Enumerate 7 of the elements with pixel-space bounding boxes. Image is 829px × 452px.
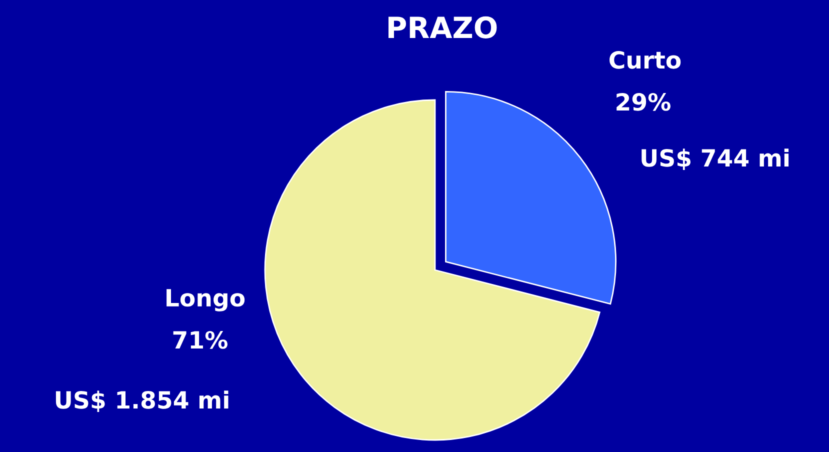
slice-label: Curto — [610, 50, 681, 69]
chart-title: PRAZO — [388, 16, 497, 38]
text: US$ 1.854 mi — [56, 390, 228, 412]
text: US$ 744 mi — [642, 148, 789, 170]
data-label: 29% — [616, 92, 671, 111]
slice-label: Longo — [166, 289, 245, 312]
data-label: 71% — [173, 330, 228, 349]
